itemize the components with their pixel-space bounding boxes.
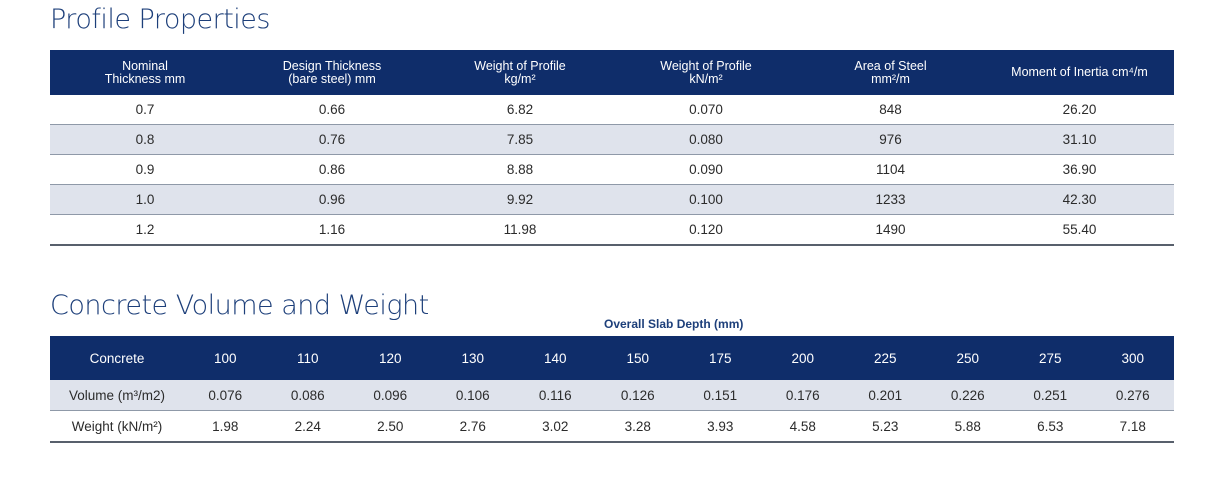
table-cell: 1.98 <box>184 410 267 443</box>
column-header-moment-of-inertia: Moment of Inertia cm⁴/m <box>985 50 1174 95</box>
table-cell: 0.201 <box>844 380 927 411</box>
column-header-depth: 120 <box>349 336 432 380</box>
table-cell: 0.076 <box>184 380 267 411</box>
table-cell: 0.9 <box>50 154 240 185</box>
table-cell: 7.18 <box>1091 410 1174 443</box>
table-cell: 0.120 <box>616 214 796 246</box>
table-cell: 0.086 <box>266 380 349 411</box>
column-header-depth: 110 <box>266 336 349 380</box>
table-cell: 0.100 <box>616 184 796 215</box>
table-cell: 36.90 <box>985 154 1174 185</box>
table-cell: 42.30 <box>985 184 1174 215</box>
concrete-volume-weight-title: Concrete Volume and Weight <box>50 290 429 321</box>
table-row: 0.7 0.66 6.82 0.070 848 26.20 <box>50 95 1174 125</box>
table-cell: 0.66 <box>240 95 424 125</box>
table-cell: 0.151 <box>679 380 762 411</box>
table-row: Weight (kN/m²) 1.98 2.24 2.50 2.76 3.02 … <box>50 410 1174 443</box>
row-label-weight: Weight (kN/m²) <box>50 410 184 443</box>
profile-header-row: Nominal Thickness mm Design Thickness (bar… <box>50 50 1174 95</box>
column-header-depth: 275 <box>1009 336 1092 380</box>
table-cell: 1233 <box>796 184 985 215</box>
concrete-volume-weight-table: Concrete 100 110 120 130 140 150 175 200… <box>50 336 1174 443</box>
table-cell: 0.106 <box>431 380 514 411</box>
table-cell: 11.98 <box>424 214 616 246</box>
table-cell: 0.226 <box>926 380 1009 411</box>
table-cell: 5.23 <box>844 410 927 443</box>
table-row: 0.9 0.86 8.88 0.090 1104 36.90 <box>50 154 1174 185</box>
table-cell: 3.93 <box>679 410 762 443</box>
table-cell: 0.251 <box>1009 380 1092 411</box>
column-header-depth: 100 <box>184 336 267 380</box>
table-cell: 1.2 <box>50 214 240 246</box>
table-cell: 0.7 <box>50 95 240 125</box>
table-cell: 5.88 <box>926 410 1009 443</box>
table-cell: 0.096 <box>349 380 432 411</box>
table-cell: 4.58 <box>761 410 844 443</box>
table-cell: 7.85 <box>424 124 616 155</box>
concrete-header-row: Concrete 100 110 120 130 140 150 175 200… <box>50 336 1174 380</box>
table-cell: 2.76 <box>431 410 514 443</box>
column-header-design-thickness: Design Thickness (bare steel) mm <box>240 50 424 95</box>
table-cell: 0.080 <box>616 124 796 155</box>
table-row: 1.0 0.96 9.92 0.100 1233 42.30 <box>50 184 1174 215</box>
table-cell: 0.090 <box>616 154 796 185</box>
table-row: 0.8 0.76 7.85 0.080 976 31.10 <box>50 124 1174 155</box>
table-cell: 1490 <box>796 214 985 246</box>
column-header-weight-kn: Weight of Profile kN/m² <box>616 50 796 95</box>
table-cell: 3.02 <box>514 410 597 443</box>
table-cell: 3.28 <box>596 410 679 443</box>
column-header-concrete: Concrete <box>50 336 184 380</box>
table-cell: 6.82 <box>424 95 616 125</box>
profile-properties-table: Nominal Thickness mm Design Thickness (bar… <box>50 50 1174 246</box>
table-cell: 0.070 <box>616 95 796 125</box>
column-header-depth: 140 <box>514 336 597 380</box>
table-cell: 26.20 <box>985 95 1174 125</box>
row-label-volume: Volume (m³/m2) <box>50 380 184 411</box>
table-cell: 2.50 <box>349 410 432 443</box>
table-row: 1.2 1.16 11.98 0.120 1490 55.40 <box>50 214 1174 246</box>
table-cell: 9.92 <box>424 184 616 215</box>
table-cell: 0.8 <box>50 124 240 155</box>
column-header-depth: 225 <box>844 336 927 380</box>
column-header-nominal-thickness: Nominal Thickness mm <box>50 50 240 95</box>
profile-properties-title: Profile Properties <box>50 4 271 35</box>
table-cell: 0.96 <box>240 184 424 215</box>
table-cell: 0.86 <box>240 154 424 185</box>
column-header-area-of-steel: Area of Steel mm²/m <box>796 50 985 95</box>
table-cell: 2.24 <box>266 410 349 443</box>
slab-depth-caption: Overall Slab Depth (mm) <box>604 317 744 331</box>
table-cell: 976 <box>796 124 985 155</box>
column-header-weight-kg: Weight of Profile kg/m² <box>424 50 616 95</box>
table-cell: 1.0 <box>50 184 240 215</box>
table-cell: 8.88 <box>424 154 616 185</box>
column-header-depth: 175 <box>679 336 762 380</box>
table-row: Volume (m³/m2) 0.076 0.086 0.096 0.106 0… <box>50 380 1174 411</box>
table-cell: 55.40 <box>985 214 1174 246</box>
table-cell: 1.16 <box>240 214 424 246</box>
table-cell: 0.76 <box>240 124 424 155</box>
table-cell: 0.116 <box>514 380 597 411</box>
table-cell: 0.176 <box>761 380 844 411</box>
column-header-depth: 250 <box>926 336 1009 380</box>
table-cell: 31.10 <box>985 124 1174 155</box>
table-cell: 6.53 <box>1009 410 1092 443</box>
column-header-depth: 150 <box>596 336 679 380</box>
table-cell: 1104 <box>796 154 985 185</box>
table-cell: 0.126 <box>596 380 679 411</box>
column-header-depth: 200 <box>761 336 844 380</box>
column-header-depth: 130 <box>431 336 514 380</box>
table-cell: 848 <box>796 95 985 125</box>
table-cell: 0.276 <box>1091 380 1174 411</box>
column-header-depth: 300 <box>1091 336 1174 380</box>
